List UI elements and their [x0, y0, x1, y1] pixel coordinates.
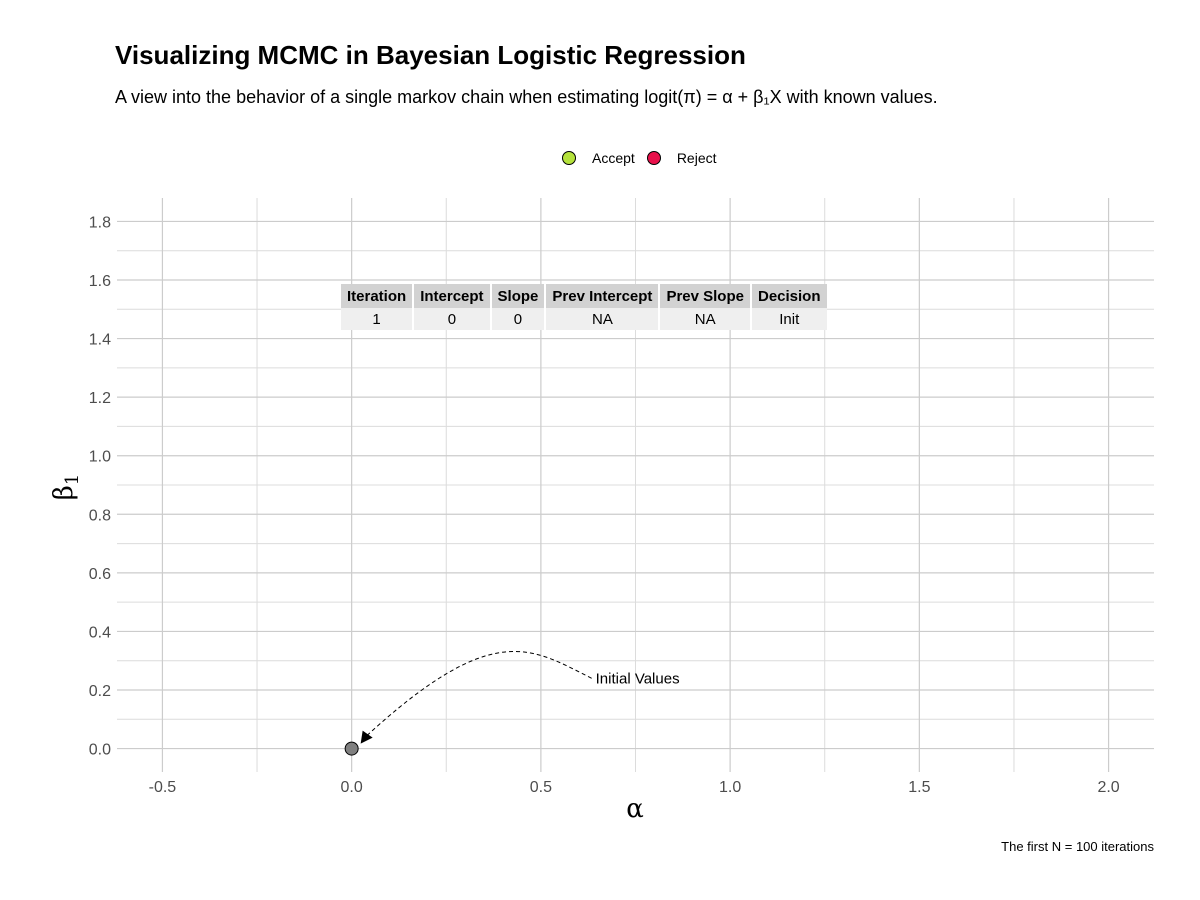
- data-points: [344, 741, 359, 756]
- table-header: Slope: [490, 284, 547, 308]
- legend-item-accept: Accept: [562, 150, 635, 166]
- y-tick-label: 0.8: [89, 507, 111, 524]
- y-axis-label: β1: [49, 474, 83, 500]
- table-cell: 0: [413, 308, 492, 330]
- y-tick-label: 0.0: [89, 742, 111, 759]
- chart-caption: The first N = 100 iterations: [1001, 839, 1154, 854]
- table-cell: NA: [545, 308, 661, 330]
- annotation-arrow: [363, 650, 592, 739]
- y-tick-label: 0.2: [89, 683, 111, 700]
- data-point: [344, 741, 359, 756]
- annotation-label: Initial Values: [596, 670, 680, 687]
- gridlines: [117, 198, 1154, 772]
- table-header: Prev Intercept: [545, 284, 661, 308]
- table-header: Decision: [750, 284, 827, 308]
- table-header-row: Iteration Intercept Slope Prev Intercept…: [341, 284, 827, 308]
- annotation: Initial Values: [360, 650, 680, 744]
- table-header: Intercept: [413, 284, 492, 308]
- x-tick-label: -0.5: [149, 779, 177, 796]
- legend-label-reject: Reject: [676, 150, 717, 166]
- table-cell: Init: [750, 308, 827, 330]
- y-tick-label: 1.2: [89, 390, 111, 407]
- y-tick-label: 1.4: [89, 332, 111, 349]
- table-header: Iteration: [341, 284, 415, 308]
- x-axis-label: α: [626, 794, 644, 824]
- x-tick-label: 1.0: [719, 779, 741, 796]
- x-tick-label: 1.5: [908, 779, 930, 796]
- table-cell: 0: [490, 308, 547, 330]
- tick-labels: -0.5 0.0 0.5 1.0 1.5 2.0 0.0 0.2 0.4 0.6 0.8 1.0 1.2…: [89, 214, 1120, 796]
- table-cell: 1: [341, 308, 415, 330]
- x-tick-label: 2.0: [1097, 779, 1119, 796]
- iteration-table: Iteration Intercept Slope Prev Intercept…: [341, 284, 827, 330]
- y-tick-label: 1.6: [89, 273, 111, 290]
- y-tick-label: 1.8: [89, 214, 111, 231]
- x-tick-label: 0.0: [341, 779, 363, 796]
- table-header: Prev Slope: [659, 284, 752, 308]
- chart-subtitle: A view into the behavior of a single mar…: [115, 87, 938, 107]
- y-tick-label: 1.0: [89, 449, 111, 466]
- legend-swatch-accept: [562, 151, 576, 165]
- legend-swatch-reject: [646, 151, 661, 165]
- legend: Accept Reject: [562, 150, 729, 166]
- annotation-arrowhead: [360, 730, 373, 744]
- table-row: 1 0 0 NA NA Init: [341, 308, 827, 330]
- y-tick-label: 0.6: [89, 566, 111, 583]
- chart-title: Visualizing MCMC in Bayesian Logistic Re…: [115, 40, 746, 70]
- legend-label-accept: Accept: [592, 150, 635, 166]
- table-cell: NA: [659, 308, 752, 330]
- legend-item-reject: Reject: [646, 150, 717, 166]
- y-tick-label: 0.4: [89, 624, 111, 641]
- x-tick-label: 0.5: [530, 779, 552, 796]
